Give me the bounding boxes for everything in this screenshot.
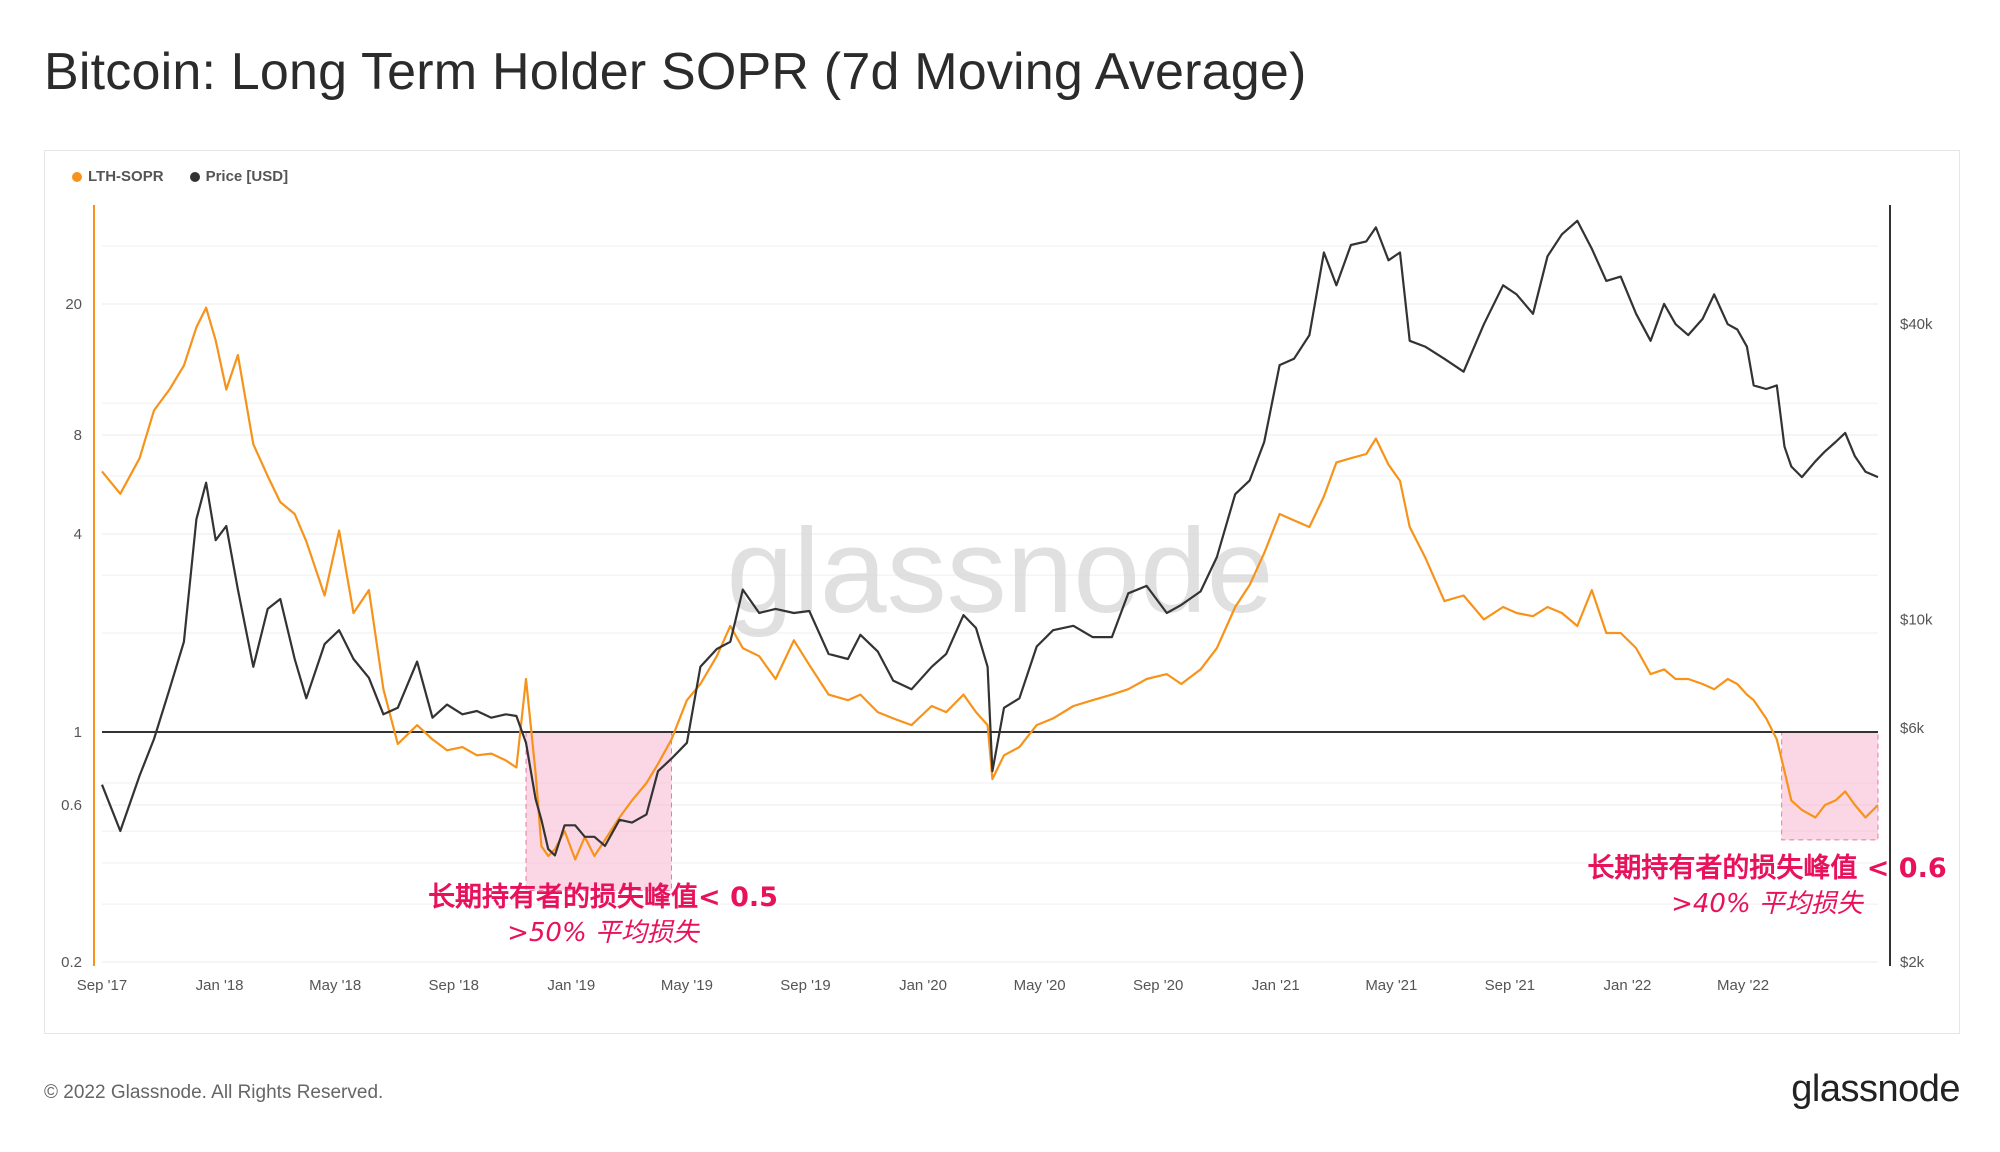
x-tick-6: Sep '19 [780,977,830,994]
copyright-text: © 2022 Glassnode. All Rights Reserved. [44,1082,384,1103]
chart-title: Bitcoin: Long Term Holder SOPR (7d Movin… [44,43,1307,101]
legend-item-lth-sopr[interactable]: LTH-SOPR [72,168,164,185]
legend-swatch-lth-sopr [72,171,82,182]
highlight-region-1 [525,731,673,891]
y-left-tick-3: 4 [74,526,82,543]
x-tick-12: Sep '21 [1485,977,1535,994]
y-right-tick-1: $6k [1900,720,1925,737]
annotation-2-line1: 长期持有者的损失峰值 < 0.6 [1587,852,1946,884]
y-right-tick-3: $40k [1900,316,1933,333]
x-tick-13: Jan '22 [1603,977,1651,994]
y-left-tick-2: 1 [74,724,82,741]
y-right-tick-0: $2k [1900,954,1925,971]
series-lines [100,219,1879,861]
x-tick-14: May '22 [1717,977,1769,994]
x-tick-4: Jan '19 [547,977,595,994]
legend-swatch-price [189,171,200,182]
x-tick-3: Sep '18 [429,977,479,994]
x-tick-11: May '21 [1365,977,1417,994]
x-tick-1: Jan '18 [196,977,244,994]
watermark: glassnode [726,504,1273,638]
highlight-region-2 [1781,731,1879,841]
legend-item-price[interactable]: Price [USD] [189,168,289,185]
x-tick-8: May '20 [1014,977,1066,994]
legend-label-price: Price [USD] [205,168,289,185]
y-left-tick-1: 0.6 [61,797,82,814]
annotation-1-line2: >50% 平均损失 [507,918,701,948]
x-tick-7: Jan '20 [899,977,947,994]
x-tick-9: Sep '20 [1133,977,1183,994]
chart-legend[interactable]: LTH-SOPR Price [USD] [72,168,288,185]
y-left-tick-5: 20 [65,296,82,313]
chart-panel [44,150,1960,1034]
annotation-2-line2: >40% 平均损失 [1671,889,1865,919]
x-tick-5: May '19 [661,977,713,994]
x-tick-0: Sep '17 [77,977,127,994]
brand-logo: glassnode [1791,1068,1960,1110]
annotation-1-line1: 长期持有者的损失峰值< 0.5 [428,881,778,913]
y-left-tick-0: 0.2 [61,954,82,971]
y-right-tick-2: $10k [1900,611,1933,628]
x-tick-10: Jan '21 [1252,977,1300,994]
series-line-lth-sopr [101,306,1879,861]
legend-label-lth-sopr: LTH-SOPR [88,168,164,185]
series-line-price [100,219,1879,857]
annotation-labels: 长期持有者的损失峰值< 0.5 >50% 平均损失 长期持有者的损失峰值 < 0.6… [428,852,1947,948]
y-left-tick-4: 8 [74,427,82,444]
x-tick-2: May '18 [309,977,361,994]
